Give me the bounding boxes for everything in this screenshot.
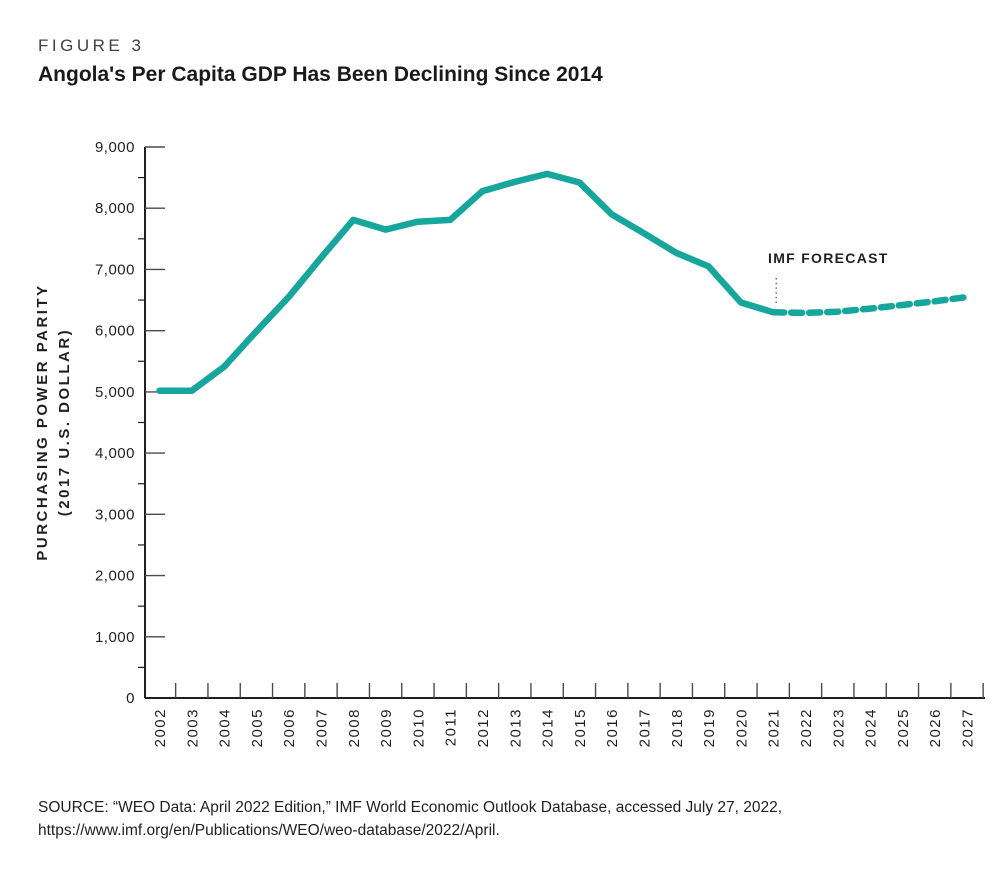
x-tick-label: 2022: [798, 708, 815, 747]
y-axis-title: PURCHASING POWER PARITY (2017 U.S. DOLLA…: [32, 222, 92, 622]
x-tick-label: 2009: [378, 708, 395, 747]
x-tick-label: 2027: [960, 708, 977, 747]
figure-number-label: FIGURE 3: [38, 36, 145, 55]
y-axis-title-line1: PURCHASING POWER PARITY: [34, 283, 51, 561]
source-note-line2: https://www.imf.org/en/Publications/WEO/…: [38, 821, 500, 839]
y-tick-label: 8,000: [95, 200, 135, 217]
x-tick-label: 2002: [152, 708, 169, 747]
y-tick-label: 1,000: [95, 629, 135, 646]
y-tick-label: 5,000: [95, 384, 135, 401]
x-tick-label: 2021: [766, 708, 783, 747]
x-tick-label: 2003: [184, 708, 201, 747]
x-tick-label: 2007: [314, 708, 331, 747]
x-tick-label: 2020: [733, 708, 750, 747]
x-tick-label: 2023: [830, 708, 847, 747]
x-tick-label: 2008: [346, 708, 363, 747]
x-tick-label: 2017: [637, 708, 654, 747]
y-tick-label: 6,000: [95, 323, 135, 340]
y-tick-label: 2,000: [95, 568, 135, 585]
x-tick-label: 2016: [604, 708, 621, 747]
x-tick-label: 2010: [410, 708, 427, 747]
x-tick-label: 2018: [669, 708, 686, 747]
x-tick-label: 2015: [572, 708, 589, 747]
y-tick-label: 3,000: [95, 506, 135, 523]
x-tick-label: 2013: [507, 708, 524, 747]
series-line-forecast: [769, 293, 971, 317]
y-tick-label: 4,000: [95, 445, 135, 462]
x-tick-label: 2025: [895, 708, 912, 747]
y-tick-label: 0: [126, 690, 135, 707]
chart-title: Angola's Per Capita GDP Has Been Declini…: [38, 63, 603, 86]
x-tick-label: 2006: [281, 708, 298, 747]
x-tick-label: 2026: [927, 708, 944, 747]
x-tick-label: 2011: [443, 708, 460, 746]
y-axis-title-line2: (2017 U.S. DOLLAR): [56, 327, 73, 517]
x-tick-label: 2012: [475, 708, 492, 747]
x-tick-label: 2024: [863, 708, 880, 747]
y-tick-label: 7,000: [95, 261, 135, 278]
x-tick-label: 2019: [701, 708, 718, 747]
x-tick-label: 2004: [217, 708, 234, 747]
x-tick-label: 2005: [249, 708, 266, 747]
source-note-line1: SOURCE: “WEO Data: April 2022 Edition,” …: [38, 799, 783, 816]
imf-forecast-annotation: IMF FORECAST: [768, 250, 889, 266]
x-tick-label: 2014: [540, 708, 557, 747]
y-tick-label: 9,000: [95, 139, 135, 156]
source-note: SOURCE: “WEO Data: April 2022 Edition,” …: [38, 797, 958, 842]
series-line-actual: [156, 170, 777, 394]
